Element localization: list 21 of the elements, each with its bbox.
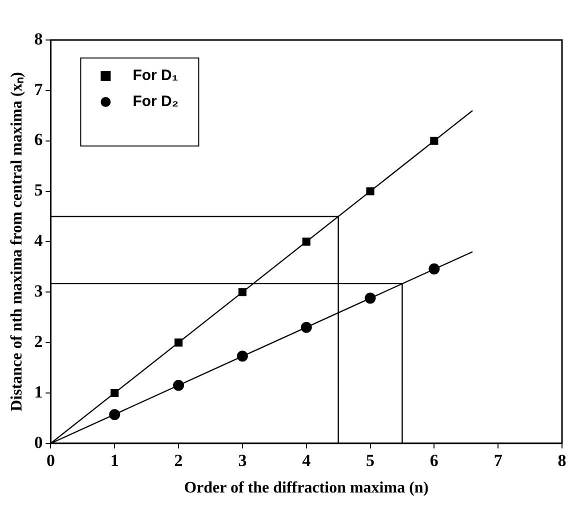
y-tick-label: 8 <box>34 29 43 48</box>
y-axis-title: Distance of nth maxima from central maxima (xₙ) <box>8 72 26 412</box>
x-tick-label: 2 <box>174 450 183 470</box>
x-tick-label: 7 <box>494 450 503 470</box>
y-tick-label: 0 <box>34 432 43 452</box>
y-tick-label: 1 <box>34 382 43 402</box>
x-tick-label: 6 <box>430 450 438 470</box>
y-tick-label: 2 <box>34 332 43 351</box>
y-tick-label: 5 <box>34 180 43 200</box>
x-tick-label: 8 <box>558 450 566 470</box>
x-tick-label: 1 <box>110 450 119 470</box>
x-tick-label: 5 <box>366 450 375 470</box>
y-tick-label: 6 <box>34 130 43 150</box>
x-tick-label: 3 <box>238 450 247 470</box>
x-tick-label: 4 <box>302 450 312 470</box>
y-tick-label: 4 <box>34 231 44 250</box>
legend-label: For D₂ <box>132 93 179 110</box>
y-tick-label: 3 <box>34 282 43 301</box>
legend-label: For D₁ <box>132 67 178 84</box>
x-axis-title: Order of the diffraction maxima (n) <box>184 480 429 497</box>
y-tick-label: 7 <box>34 80 44 99</box>
